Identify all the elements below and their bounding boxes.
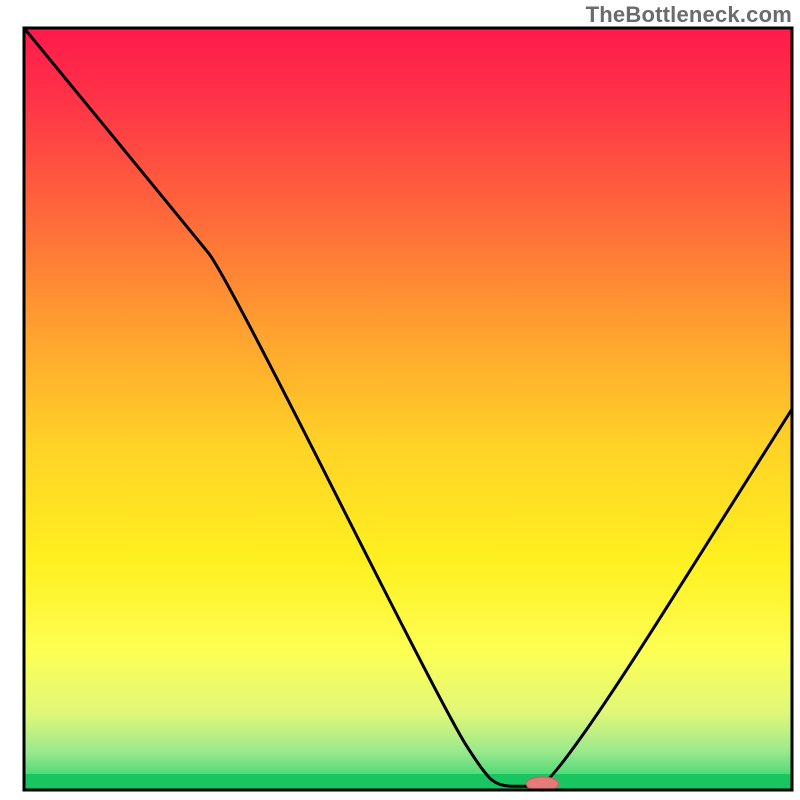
watermark-text: TheBottleneck.com — [586, 2, 792, 28]
plot-area — [24, 28, 792, 791]
gradient-background — [24, 28, 792, 790]
chart-container: TheBottleneck.com — [0, 0, 800, 800]
bottleneck-chart — [0, 0, 800, 800]
bottom-band — [24, 774, 792, 790]
